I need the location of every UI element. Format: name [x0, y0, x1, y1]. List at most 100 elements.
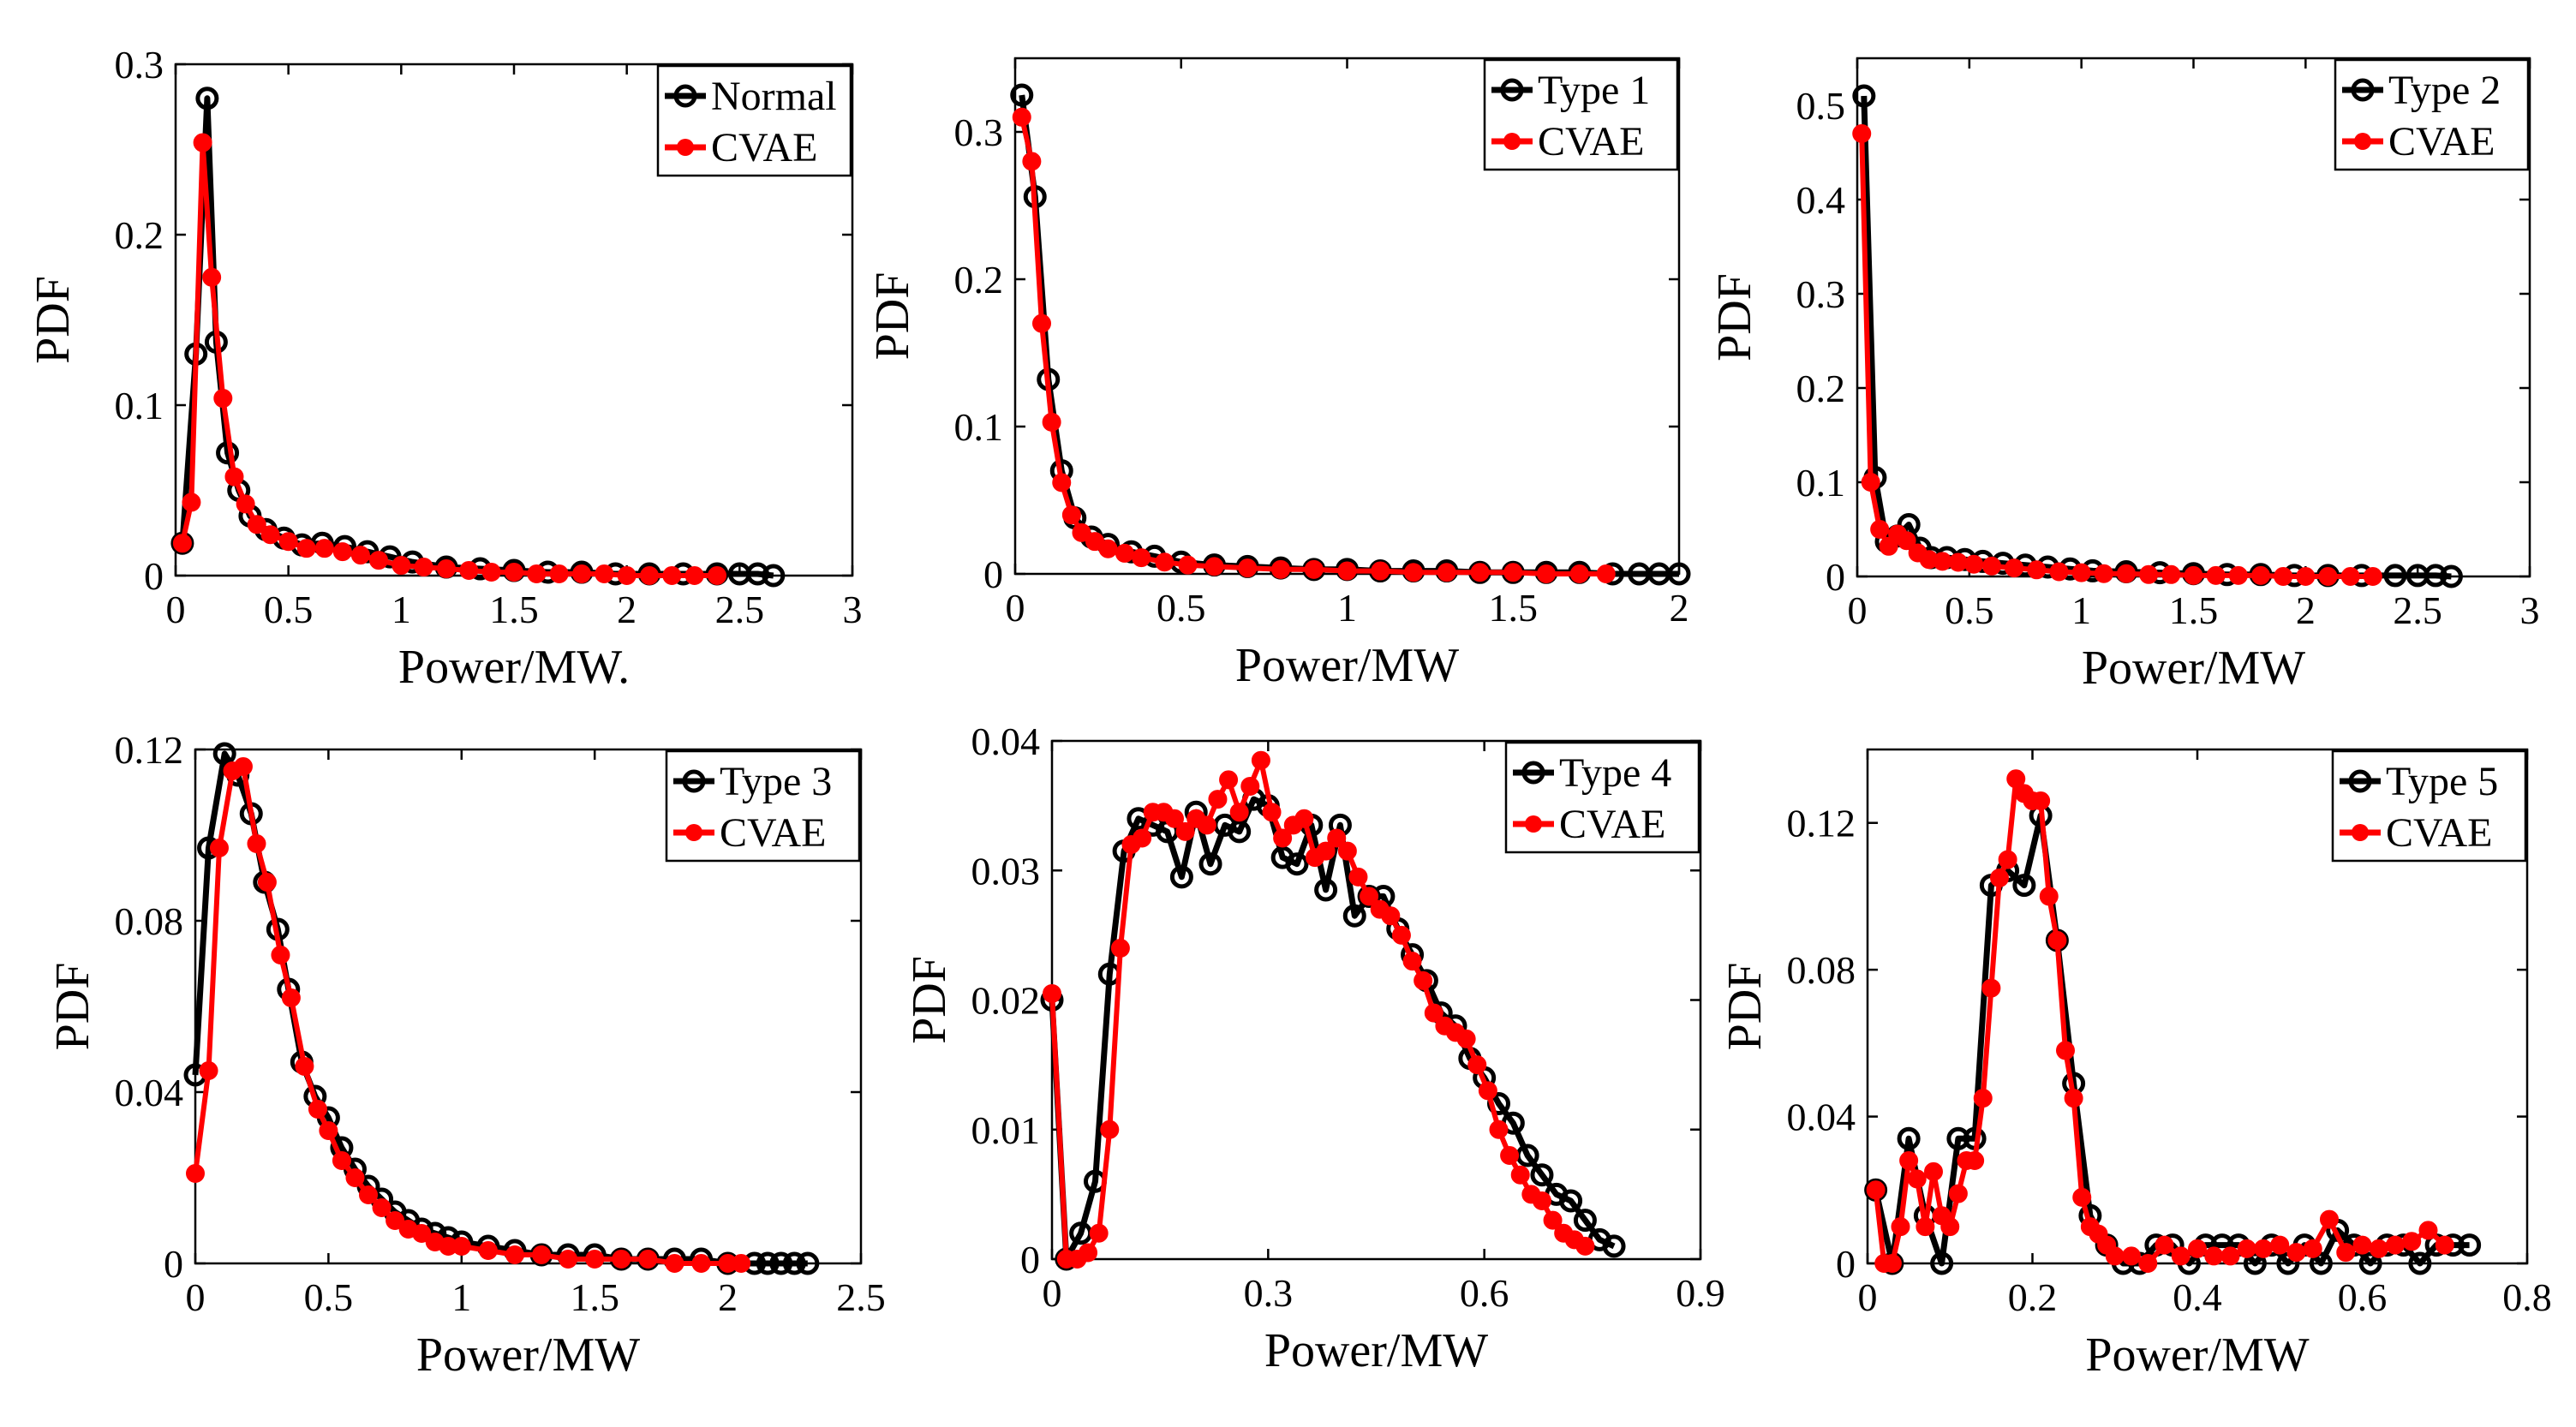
- legend-item: Type 1: [1491, 68, 1650, 113]
- data-point: [369, 551, 388, 570]
- data-point: [1470, 563, 1490, 582]
- data-point: [1100, 1120, 1120, 1139]
- data-point: [1861, 473, 1880, 492]
- data-point: [2458, 1233, 2482, 1257]
- data-point: [2155, 1235, 2174, 1255]
- data-point: [1882, 1254, 1902, 1273]
- y-tick-label: 0.01: [971, 1108, 1041, 1152]
- data-point: [769, 1251, 793, 1275]
- data-point: [745, 562, 769, 586]
- data-point: [1273, 828, 1293, 848]
- data-point: [585, 1250, 605, 1269]
- y-axis-label: PDF: [27, 276, 80, 364]
- legend-item: Type 2: [2342, 68, 2501, 113]
- data-point: [2072, 1187, 2092, 1207]
- y-axis-label: PDF: [903, 956, 956, 1044]
- data-point: [2117, 564, 2136, 583]
- data-point: [2254, 1239, 2273, 1258]
- data-point: [2094, 564, 2113, 583]
- data-point: [1294, 809, 1314, 828]
- data-point: [172, 534, 192, 553]
- data-point: [1532, 1191, 1551, 1210]
- data-point: [2336, 1243, 2356, 1263]
- data-point: [2251, 565, 2270, 585]
- data-point: [1478, 1081, 1497, 1101]
- legend-item: Type 5: [2340, 759, 2498, 804]
- data-point: [1667, 562, 1691, 586]
- x-tick-label: 0.8: [2502, 1275, 2552, 1319]
- data-point: [314, 539, 334, 558]
- data-point: [1360, 887, 1379, 906]
- legend-item: CVAE: [665, 125, 817, 170]
- x-tick-label: 0: [1043, 1271, 1062, 1315]
- data-point: [1930, 1251, 1954, 1275]
- data-point: [1866, 1180, 1886, 1200]
- y-tick-label: 0.2: [1796, 367, 1846, 410]
- data-point: [1178, 555, 1198, 575]
- y-tick-label: 0.5: [1796, 84, 1846, 128]
- legend: Type 4 CVAE: [1504, 741, 1700, 854]
- data-point: [2318, 567, 2338, 586]
- x-tick-label: 0: [166, 588, 186, 631]
- data-point: [1089, 1223, 1109, 1243]
- legend-marker: [677, 139, 694, 156]
- data-point: [1208, 790, 1228, 809]
- legend-marker: [682, 769, 706, 793]
- data-point: [708, 566, 726, 585]
- data-point: [1575, 1236, 1595, 1256]
- data-point: [278, 532, 298, 552]
- data-point: [1503, 563, 1523, 582]
- data-point: [1337, 841, 1357, 861]
- data-point: [1489, 1120, 1509, 1139]
- data-point: [2006, 769, 2026, 789]
- chart-panel-3: 0 0.5 1 1.5 2 2.5 3 0 0.1 0.2 0.3 0.4 0.5 Power/MW PDF…: [1708, 57, 2540, 695]
- data-point: [412, 1224, 432, 1243]
- x-tick-label: 2: [2296, 588, 2316, 632]
- x-tick-label: 1.5: [1489, 586, 1539, 630]
- y-tick-label: 0.03: [971, 849, 1041, 893]
- x-tick-label: 0.3: [1244, 1271, 1294, 1315]
- data-point: [224, 467, 244, 487]
- series-line: [1019, 116, 1606, 576]
- y-tick-label: 0: [1836, 1242, 1856, 1286]
- data-point: [1079, 1243, 1098, 1263]
- data-point: [182, 493, 201, 512]
- y-tick-label: 0.1: [1796, 461, 1846, 505]
- data-point: [1262, 803, 1282, 822]
- data-point: [2386, 1235, 2405, 1255]
- data-point: [1596, 564, 1616, 583]
- data-point: [1164, 809, 1184, 828]
- x-axis-label: Power/MW: [1264, 1324, 1488, 1377]
- data-point: [1155, 552, 1174, 572]
- data-point: [1115, 543, 1134, 563]
- data-point: [1229, 803, 1249, 822]
- y-axis-label: PDF: [1718, 963, 1772, 1051]
- data-point: [481, 563, 501, 582]
- data-point: [527, 564, 547, 584]
- data-point: [2049, 562, 2069, 582]
- data-point: [505, 1245, 524, 1264]
- y-tick-label: 0.08: [115, 899, 184, 943]
- series-cvae: [1866, 769, 2454, 1273]
- y-axis-label: PDF: [1708, 273, 1761, 361]
- data-point: [2435, 1235, 2454, 1255]
- x-axis-label: Power/MW: [2085, 1328, 2309, 1382]
- data-point: [186, 1164, 205, 1183]
- legend-item: Type 4: [1513, 750, 1671, 796]
- y-tick-label: 0: [164, 1242, 183, 1286]
- data-point: [2122, 1246, 2141, 1266]
- data-point: [1238, 558, 1258, 578]
- series-line: [193, 764, 742, 1266]
- data-point: [1010, 83, 1034, 107]
- y-axis-label: PDF: [46, 963, 99, 1051]
- legend-label: Type 5: [2386, 759, 2498, 804]
- data-point: [1204, 557, 1224, 576]
- x-tick-label: 0.5: [264, 588, 314, 631]
- data-point: [1907, 1169, 1927, 1189]
- data-point: [2027, 560, 2047, 580]
- data-point: [549, 564, 569, 584]
- legend-box: [1483, 58, 1679, 171]
- series-line: [1859, 133, 2373, 579]
- data-point: [1899, 1151, 1919, 1170]
- data-point: [1602, 1234, 1626, 1258]
